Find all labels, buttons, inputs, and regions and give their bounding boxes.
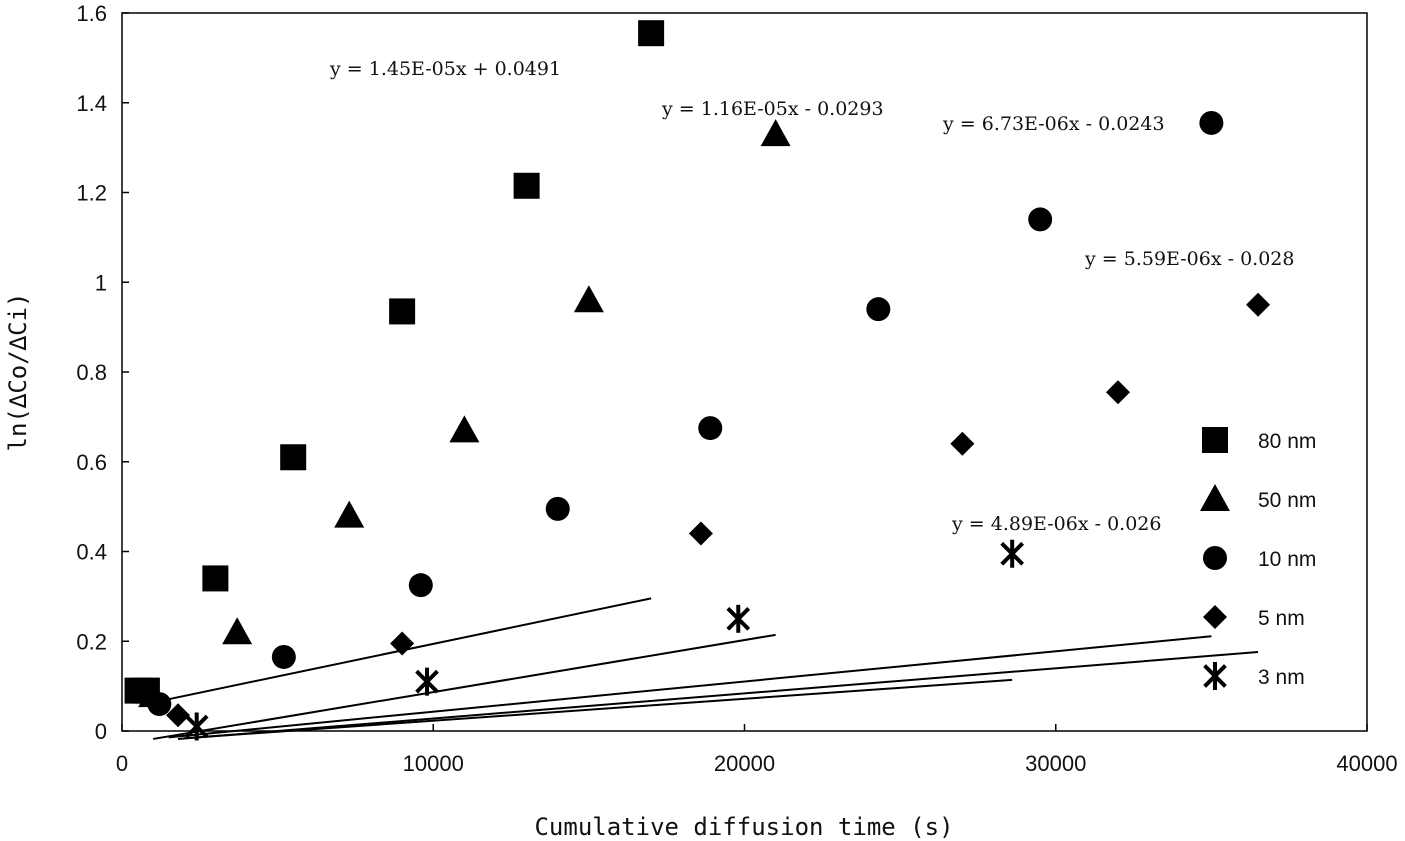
fit-line — [184, 678, 1013, 740]
data-point — [449, 415, 480, 443]
legend-marker — [1200, 484, 1230, 511]
data-point — [866, 297, 891, 322]
y-tick-label: 1.2 — [76, 181, 107, 206]
y-tick-label: 1 — [95, 270, 107, 295]
axis-ticks: 0 10000 20000 30000 40000 0 0.2 0.4 0.6 0.8 1 1.2 1.… — [76, 1, 1397, 776]
legend-label: 5 nm — [1258, 607, 1305, 630]
y-tick-label: 1.6 — [76, 1, 107, 26]
x-axis-title: Cumulative diffusion time (s) — [534, 813, 953, 841]
y-tick-label: 0.2 — [76, 629, 107, 654]
data-point — [1000, 539, 1025, 568]
data-point — [545, 496, 570, 521]
x-tick-label: 20000 — [714, 751, 775, 776]
legend-marker — [1203, 546, 1227, 570]
y-tick-label: 0.6 — [76, 450, 107, 475]
data-point — [147, 692, 172, 717]
legend-marker — [1203, 605, 1227, 629]
y-tick-label: 1.4 — [76, 91, 107, 116]
data-point — [184, 712, 209, 741]
data-point — [1246, 292, 1271, 317]
data-point — [334, 500, 365, 528]
data-point — [1106, 380, 1130, 405]
fit-line — [177, 651, 1259, 741]
data-point — [950, 431, 975, 456]
fit-line — [140, 597, 652, 707]
y-tick-label: 0.4 — [76, 540, 107, 565]
data-point — [638, 20, 665, 47]
data-point — [1028, 207, 1053, 232]
x-tick-label: 40000 — [1336, 751, 1397, 776]
legend-label: 10 nm — [1258, 548, 1316, 571]
legend-label: 50 nm — [1258, 489, 1316, 512]
x-tick-label: 30000 — [1025, 751, 1086, 776]
fit-equations: y = 1.45E-05x + 0.0491 y = 1.16E-05x - 0.… — [329, 58, 1294, 535]
x-tick-label: 0 — [116, 751, 128, 776]
data-point — [1199, 110, 1224, 135]
fit-equation: y = 1.45E-05x + 0.0491 — [329, 58, 561, 80]
data-points — [124, 20, 1271, 741]
data-point — [726, 604, 751, 633]
data-point — [415, 667, 439, 696]
data-point — [390, 631, 415, 656]
legend-marker — [1203, 662, 1227, 690]
fit-line — [152, 633, 776, 740]
data-point — [280, 444, 307, 471]
fit-equation: y = 5.59E-06x - 0.028 — [1084, 248, 1294, 270]
data-point — [698, 416, 723, 441]
fit-equation: y = 1.16E-05x - 0.0293 — [661, 98, 884, 120]
data-point — [408, 573, 433, 598]
data-point — [513, 172, 540, 199]
data-point — [166, 703, 191, 728]
data-point — [389, 298, 416, 325]
legend: 80 nm 50 nm 10 nm 5 nm 3 nm — [1200, 427, 1316, 690]
legend-label: 3 nm — [1258, 666, 1305, 689]
y-tick-label: 0 — [95, 719, 107, 744]
data-point — [573, 285, 604, 313]
legend-marker — [1202, 427, 1228, 453]
y-tick-label: 0.8 — [76, 360, 107, 385]
data-point — [760, 119, 791, 147]
data-point — [202, 565, 229, 592]
data-point — [222, 617, 253, 645]
fit-equation: y = 6.73E-06x - 0.0243 — [942, 113, 1165, 135]
data-point — [271, 644, 296, 669]
data-point — [688, 521, 713, 546]
fit-line — [168, 635, 1212, 739]
fit-equation: y = 4.89E-06x - 0.026 — [951, 513, 1161, 535]
x-tick-label: 10000 — [403, 751, 464, 776]
legend-label: 80 nm — [1258, 430, 1316, 453]
fit-lines — [140, 597, 1259, 741]
y-axis-title: ln(∆Co/∆Ci) — [4, 293, 32, 452]
